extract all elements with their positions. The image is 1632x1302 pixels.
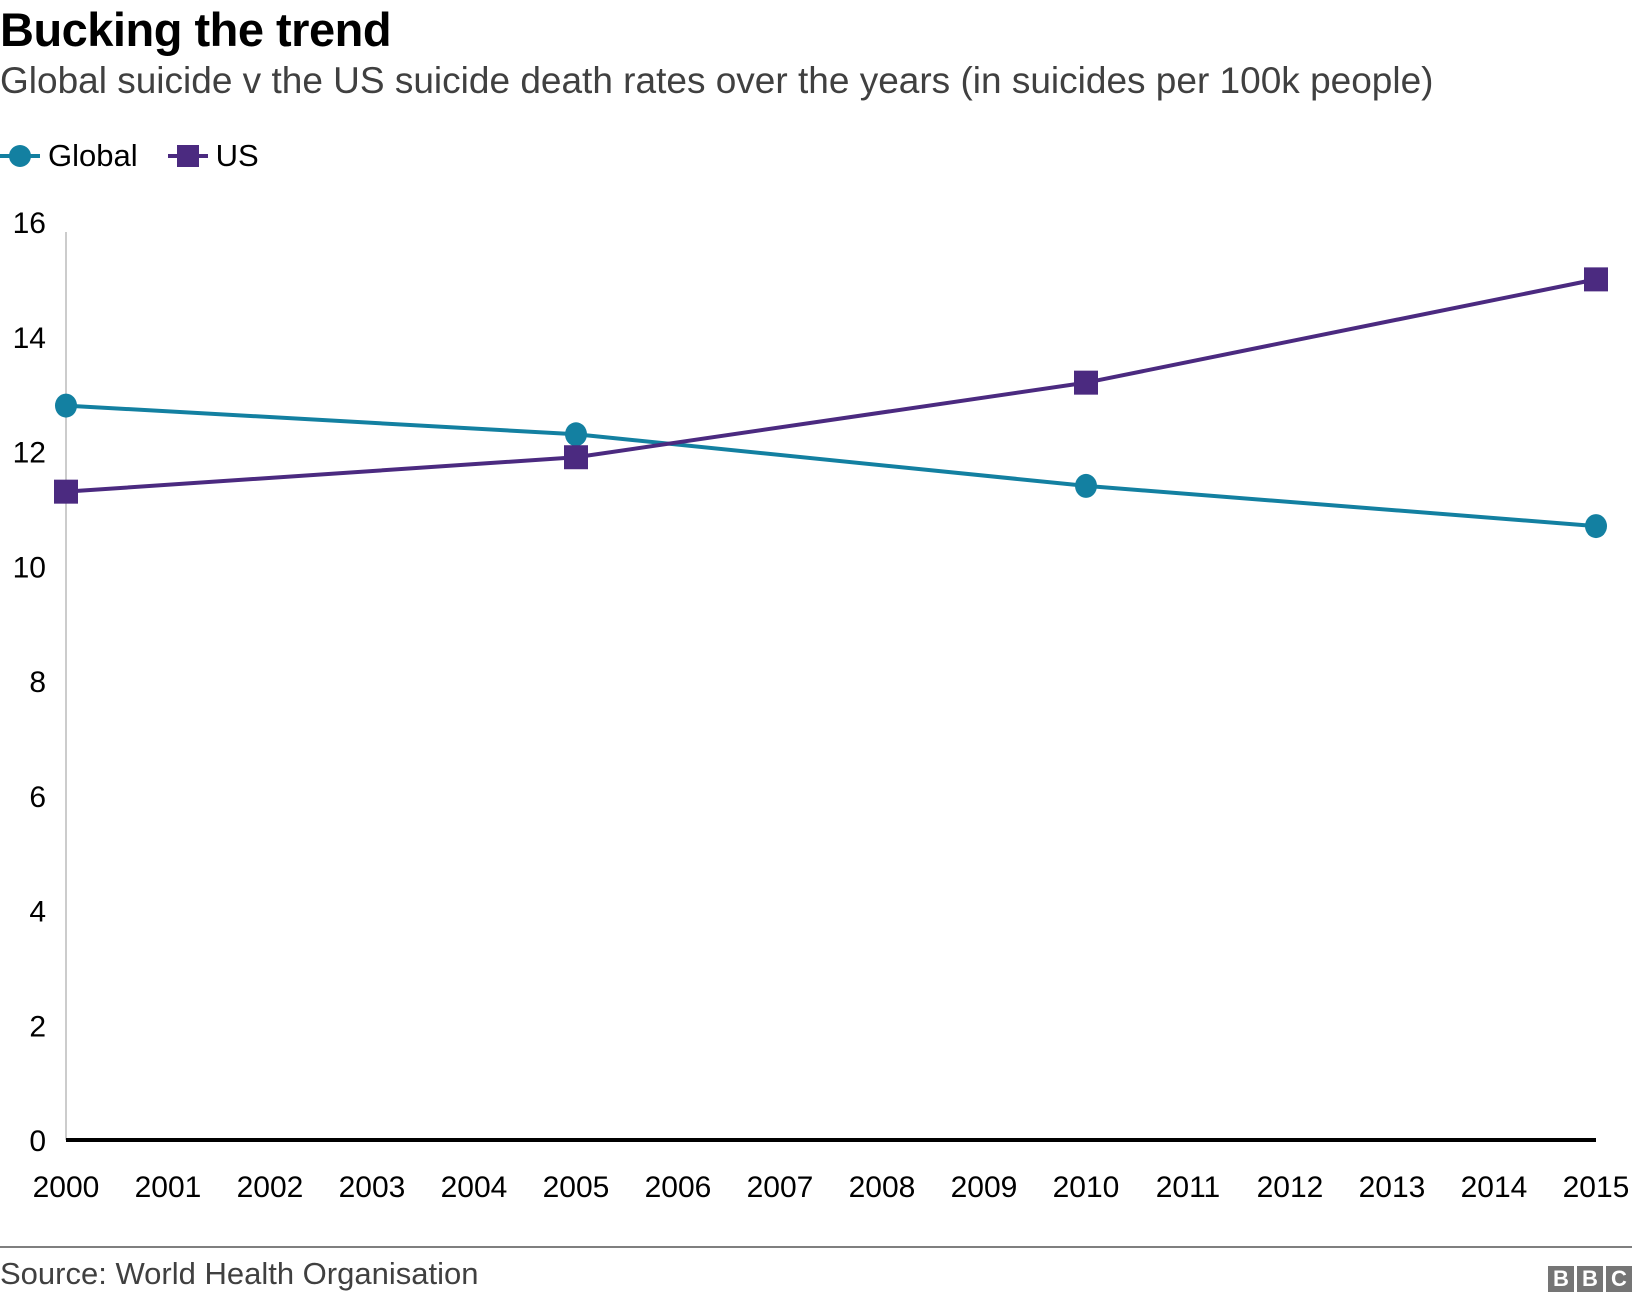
y-tick-label: 6 [29,781,46,814]
y-tick-label: 14 [13,322,46,355]
series-line-global [65,403,1597,529]
y-tick-label: 4 [29,896,46,929]
circle-marker-icon [0,145,40,167]
x-tick-label: 2009 [951,1171,1018,1204]
chart-subtitle: Global suicide v the US suicide death ra… [0,60,1434,101]
source-note: Source: World Health Organisation [0,1256,479,1291]
x-tick-label: 2004 [441,1171,508,1204]
legend-item-global: Global [0,138,138,174]
x-tick-label: 2013 [1359,1171,1426,1204]
y-tick-label: 10 [13,551,46,584]
bbc-logo-letter: C [1606,1266,1632,1292]
x-tick-label: 2015 [1563,1171,1630,1204]
x-tick-label: 2012 [1257,1171,1324,1204]
data-point-global [1075,473,1097,498]
chart-title: Bucking the trend [0,3,392,56]
bbc-logo-letter: B [1548,1266,1574,1292]
x-tick-label: 2006 [645,1171,712,1204]
data-point-global [55,393,77,418]
y-tick-label: 2 [29,1010,46,1043]
x-tick-label: 2005 [543,1171,610,1204]
x-tick-label: 2014 [1461,1171,1528,1204]
data-point-global [1585,514,1607,539]
legend-label-global: Global [48,138,138,173]
x-tick-label: 2000 [33,1171,100,1204]
data-point-us [1584,267,1608,292]
x-tick-label: 2001 [135,1171,202,1204]
x-tick-label: 2010 [1053,1171,1120,1204]
y-tick-label: 12 [13,437,46,470]
x-tick-label: 2007 [747,1171,814,1204]
bbc-logo-letter: B [1577,1266,1603,1292]
data-point-global [565,422,587,447]
legend-label-us: US [215,138,259,173]
data-point-us [54,479,78,504]
bbc-logo: B B C [1545,1266,1632,1292]
y-tick-label: 0 [29,1125,46,1158]
x-tick-label: 2002 [237,1171,304,1204]
x-tick-label: 2008 [849,1171,916,1204]
square-marker-icon [167,145,208,167]
y-tick-label: 8 [29,666,46,699]
x-tick-label: 2011 [1156,1171,1221,1204]
legend: Global US [0,136,289,176]
series-line-us [65,277,1597,494]
x-tick-label: 2003 [339,1171,406,1204]
data-point-us [1074,370,1098,395]
footer-divider [0,1246,1632,1248]
legend-item-us: US [167,138,259,174]
data-point-us [564,445,588,470]
y-tick-label: 16 [13,207,46,240]
